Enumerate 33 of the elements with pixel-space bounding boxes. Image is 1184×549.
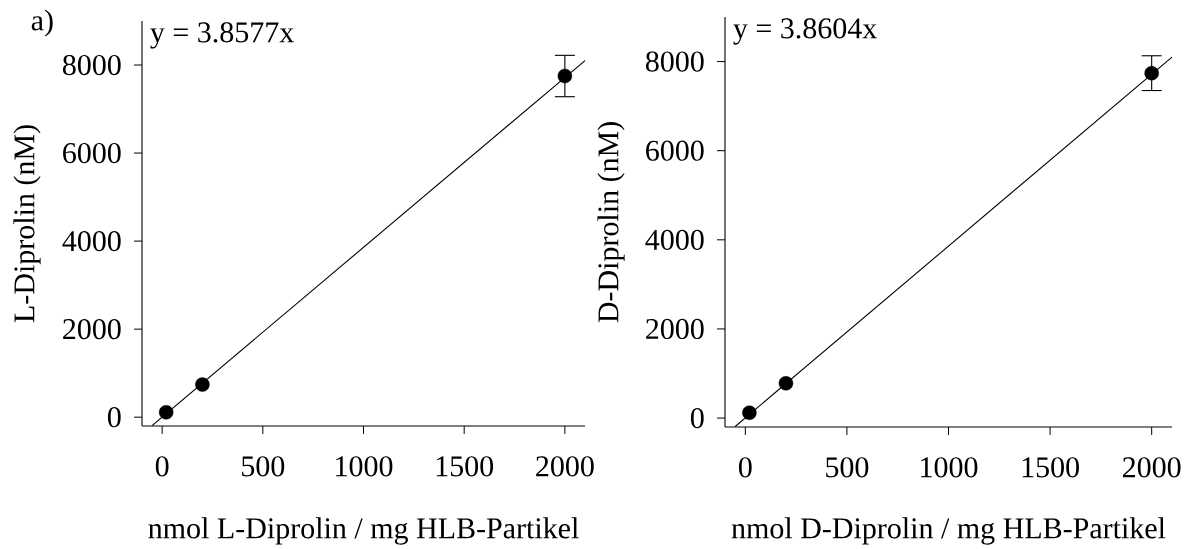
y-tick-label: 8000: [645, 51, 704, 72]
x-tick-label: 1000: [336, 456, 393, 477]
x-tick-label: 2000: [536, 456, 594, 477]
x-tick-label: 500: [242, 456, 285, 477]
y-tick-label: 2000: [646, 318, 704, 340]
y-tick-label: 0: [107, 407, 121, 428]
annotation: y = 3.8577x: [150, 22, 294, 49]
point: [557, 68, 573, 84]
x-tick-label: 1500: [1022, 457, 1079, 478]
x-tick-label: 0: [738, 457, 752, 478]
y-axis-title: L-Diprolin (nM): [13, 125, 41, 323]
y-tick-label: 4000: [645, 229, 704, 250]
point: [195, 377, 210, 392]
x-tick-label: 1000: [921, 457, 978, 478]
x-tick-label: 1500: [436, 456, 494, 477]
point: [778, 376, 794, 391]
point: [158, 405, 174, 420]
y-tick-label: 8000: [62, 54, 121, 76]
x-axis-title: nmol L-Diprolin / mg HLB-Partikel: [148, 517, 579, 545]
y-tick-label: 6000: [646, 140, 704, 161]
y-tick-label: 4000: [62, 230, 121, 252]
x-tick-label: 2000: [1122, 457, 1181, 478]
y-tick-label: 6000: [63, 142, 121, 164]
y-tick-label: 0: [690, 407, 704, 429]
point: [1144, 65, 1159, 81]
annotation: y = 3.8604x: [733, 18, 877, 45]
x-axis-title: nmol D-Diprolin / mg HLB-Partikel: [731, 517, 1166, 545]
y-tick-label: 2000: [63, 319, 121, 340]
x-tick-label: 0: [155, 456, 169, 477]
y-axis-title: D-Diprolin (nM): [597, 122, 625, 323]
point: [742, 405, 757, 420]
x-tick-label: 500: [826, 457, 869, 478]
chart-title: a): [31, 9, 53, 37]
